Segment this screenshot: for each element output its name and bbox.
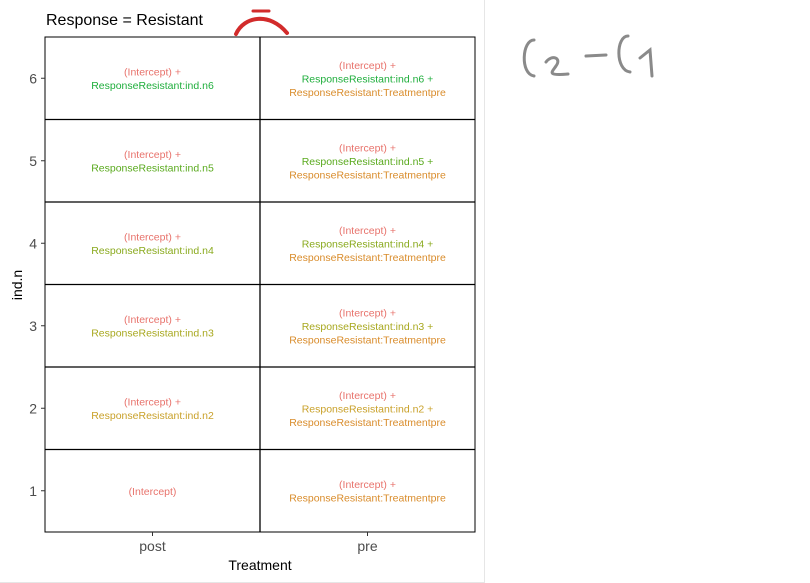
cell-term: ResponseResistant:ind.n4 — [91, 245, 214, 257]
cell-term: (Intercept) + — [124, 149, 181, 161]
cell-term: (Intercept) + — [124, 397, 181, 409]
cell-pre-4: (Intercept) +ResponseResistant:ind.n4 + R… — [289, 225, 446, 264]
y-tick-label: 3 — [29, 318, 37, 334]
cell-post-2: (Intercept) +ResponseResistant:ind.n2 — [91, 397, 214, 423]
cell-term: (Intercept) + — [124, 67, 181, 79]
cell-term: ResponseResistant:ind.n4 + — [302, 238, 434, 250]
cell-term: ResponseResistant:ind.n5 + — [302, 156, 434, 168]
handwritten-annotations — [234, 9, 654, 78]
cell-term: ResponseResistant:ind.n5 — [91, 163, 214, 175]
cell-term: ResponseResistant:ind.n2 + — [302, 403, 434, 415]
y-tick-label: 2 — [29, 400, 37, 416]
cell-term: ResponseResistant:Treatmentpre — [289, 169, 446, 181]
cell-post-3: (Intercept) + ResponseResistant:ind.n3 — [91, 314, 214, 340]
cell-post-4: (Intercept) +ResponseResistant:ind.n4 — [91, 232, 214, 258]
cell-term: (Intercept) + — [339, 60, 396, 72]
cell-pre-3: (Intercept) + ResponseResistant:ind.n3 +R… — [289, 307, 446, 346]
cell-term: (Intercept) + — [124, 314, 181, 326]
cell-pre-2: (Intercept) +ResponseResistant:ind.n2 + R… — [289, 390, 446, 429]
cell-term: ResponseResistant:Treatmentpre — [289, 493, 446, 505]
cell-term: ResponseResistant:Treatmentpre — [289, 252, 446, 264]
cell-term: ResponseResistant:ind.n6 — [91, 80, 214, 92]
hat-mark — [234, 16, 289, 36]
cell-term: (Intercept) + — [339, 390, 396, 402]
cell-term: (Intercept) + — [339, 307, 396, 319]
cell-term: (Intercept) — [129, 486, 177, 498]
cell-post-1: (Intercept) — [129, 486, 177, 498]
cell-term: (Intercept) + — [124, 232, 181, 244]
x-axis-label: Treatment — [228, 557, 291, 573]
table-grid — [44, 36, 476, 533]
cell-pre-6: (Intercept) +ResponseResistant:ind.n6 + R… — [289, 60, 446, 99]
cell-labels: (Intercept)(Intercept) +ResponseResistan… — [91, 60, 446, 505]
y-axis-label: ind.n — [9, 270, 25, 300]
cell-term: ResponseResistant:ind.n6 + — [302, 73, 434, 85]
cell-term: ResponseResistant:ind.n3 + — [302, 321, 434, 333]
cell-pre-1: (Intercept) + ResponseResistant:Treatment… — [289, 479, 446, 505]
cell-post-6: (Intercept) +ResponseResistant:ind.n6 — [91, 67, 214, 93]
x-tick-label: pre — [357, 538, 377, 554]
x-tick-label: post — [139, 538, 166, 554]
y-tick-label: 4 — [29, 235, 37, 251]
cell-term: ResponseResistant:ind.n3 — [91, 328, 214, 340]
cell-post-5: (Intercept) + ResponseResistant:ind.n5 — [91, 149, 214, 175]
cell-pre-5: (Intercept) + ResponseResistant:ind.n5 +R… — [289, 142, 446, 181]
cell-term: ResponseResistant:Treatmentpre — [289, 417, 446, 429]
cell-term: (Intercept) + — [339, 479, 396, 491]
cell-term: (Intercept) + — [339, 225, 396, 237]
cell-term: (Intercept) + — [339, 142, 396, 154]
cell-term: ResponseResistant:Treatmentpre — [289, 87, 446, 99]
y-tick-label: 5 — [29, 153, 37, 169]
cell-term: ResponseResistant:ind.n2 — [91, 410, 214, 422]
handwritten-note-icon — [522, 34, 654, 78]
chart-title: Response = Resistant — [46, 12, 204, 29]
cell-term: ResponseResistant:Treatmentpre — [289, 334, 446, 346]
y-tick-label: 1 — [29, 483, 37, 499]
y-tick-label: 6 — [29, 70, 37, 86]
axis-ticks: post pre 1 2 3 4 5 6 — [29, 70, 378, 554]
